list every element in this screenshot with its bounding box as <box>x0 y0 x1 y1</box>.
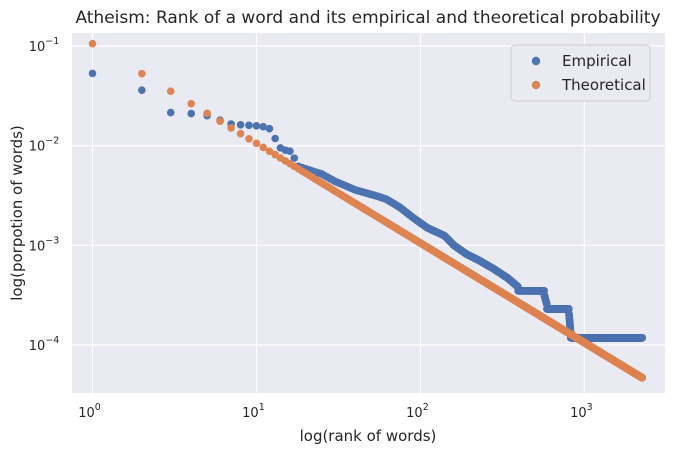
y-tick-label: 10−4 <box>29 335 60 354</box>
empirical-point <box>286 147 294 155</box>
theoretical-point <box>252 139 261 148</box>
theoretical-series <box>88 39 646 382</box>
y-axis-label: log(porpotion of words) <box>8 125 26 301</box>
theoretical-point <box>265 147 274 156</box>
legend-label-theoretical: Theoretical <box>561 76 646 94</box>
legend: Empirical Theoretical <box>510 44 651 102</box>
y-tick-label: 10−3 <box>29 235 60 254</box>
legend-marker-empirical <box>531 56 541 66</box>
empirical-point <box>166 108 175 117</box>
legend-marker-theoretical <box>531 80 541 90</box>
empirical-point <box>187 109 196 118</box>
empirical-point <box>138 86 146 95</box>
empirical-point <box>252 122 261 130</box>
x-tick-label: 101 <box>242 402 265 421</box>
empirical-point <box>638 334 646 342</box>
x-axis-label: log(rank of words) <box>300 427 437 445</box>
theoretical-point <box>227 124 235 132</box>
theoretical-point <box>88 39 97 48</box>
theoretical-point <box>187 99 196 108</box>
chart-title: Atheism: Rank of a word and its empirica… <box>75 8 660 28</box>
theoretical-point <box>259 143 268 152</box>
empirical-point <box>265 124 274 133</box>
theoretical-point <box>245 134 253 143</box>
x-tick-label: 102 <box>406 402 429 421</box>
x-ticks: 100 101 102 103 <box>78 402 593 421</box>
y-tick-label: 10−2 <box>29 136 60 155</box>
empirical-point <box>88 69 97 78</box>
empirical-point <box>290 154 299 162</box>
empirical-point <box>245 121 253 130</box>
legend-label-empirical: Empirical <box>562 52 632 70</box>
y-tick-label: 10−1 <box>29 36 60 55</box>
empirical-point <box>236 120 245 129</box>
empirical-point <box>259 122 268 131</box>
theoretical-point <box>138 69 146 78</box>
empirical-point <box>271 134 279 143</box>
theoretical-point <box>203 109 211 118</box>
theoretical-point <box>236 129 245 138</box>
x-tick-label: 103 <box>570 402 593 421</box>
theoretical-point <box>638 373 646 382</box>
x-tick-label: 100 <box>78 402 101 421</box>
theoretical-point <box>216 117 224 126</box>
y-ticks: 10−4 10−3 10−2 10−1 <box>29 36 60 354</box>
empirical-series <box>88 69 646 342</box>
theoretical-point <box>166 87 175 96</box>
